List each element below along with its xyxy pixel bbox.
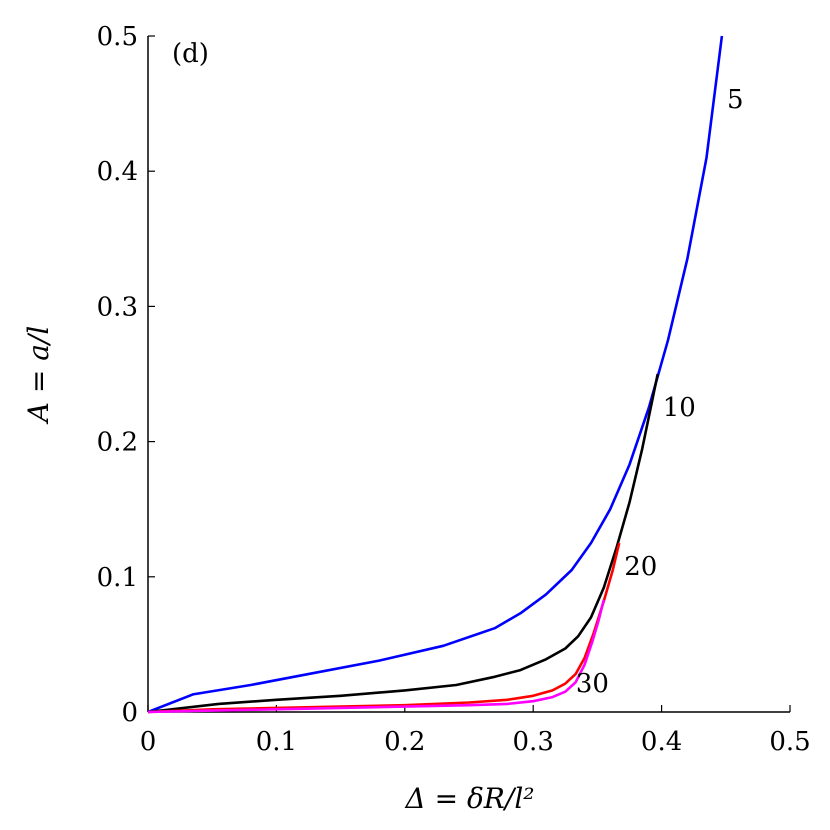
- x-tick-label: 0: [140, 727, 157, 757]
- y-tick-label: 0.3: [97, 292, 138, 322]
- panel-label: (d): [172, 39, 209, 69]
- series-label-20: 20: [624, 552, 657, 582]
- x-axis-label: Δ = δR/l²: [404, 782, 534, 815]
- series-label-10: 10: [663, 393, 696, 423]
- x-tick-label: 0.1: [256, 727, 297, 757]
- series-label-5: 5: [727, 85, 744, 115]
- series-line-30: [147, 599, 606, 714]
- x-tick-label: 0.5: [769, 727, 810, 757]
- labels-layer: 5 10 20 30: [576, 85, 744, 699]
- y-tick-label: 0.2: [97, 428, 138, 458]
- x-tick-label: 0.2: [384, 727, 425, 757]
- y-axis-label: A = a/l: [22, 326, 55, 426]
- series-line-5: [147, 35, 724, 714]
- axes: 0 0.1 0.2 0.3 0.4 0.5 0 0.1 0.2 0.3 0.4 0.5: [97, 22, 811, 757]
- y-tick-label: 0: [121, 698, 138, 728]
- series-line-20: [147, 542, 621, 714]
- y-tick-label: 0.4: [97, 157, 138, 187]
- y-tick-label: 0.1: [97, 563, 138, 593]
- y-tick-label: 0.5: [97, 22, 138, 52]
- series-label-30: 30: [576, 669, 609, 699]
- series-line-10: [147, 373, 659, 714]
- x-tick-label: 0.4: [641, 727, 682, 757]
- series-layer: [147, 35, 724, 714]
- x-tick-label: 0.3: [513, 727, 554, 757]
